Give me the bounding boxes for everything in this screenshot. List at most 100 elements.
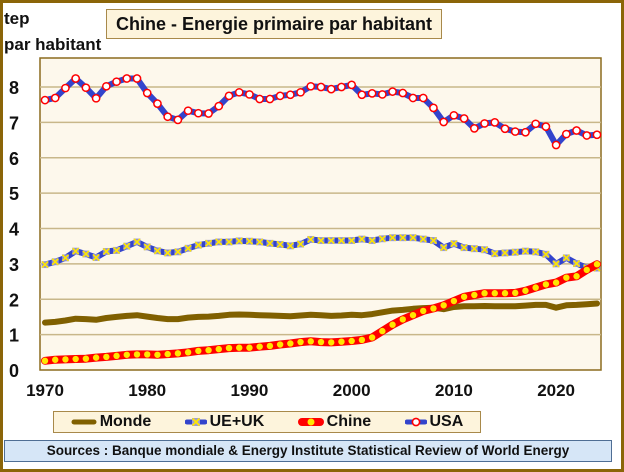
data-point-usa-2024 [592, 130, 602, 140]
data-point-usa-1985 [193, 108, 203, 118]
marker-x [470, 245, 478, 253]
data-point-ue-uk-1998 [327, 236, 335, 245]
data-point-ue-uk-1970 [41, 261, 49, 269]
data-point-chine-1992 [266, 342, 274, 350]
data-point-usa-1996 [306, 81, 316, 91]
data-point-usa-2021 [561, 129, 571, 139]
data-point-ue-uk-2009 [440, 244, 448, 252]
data-point-usa-1987 [214, 101, 224, 111]
data-point-ue-uk-1995 [296, 240, 305, 248]
data-point-chine-1982 [164, 350, 171, 358]
data-point-usa-1981 [153, 99, 162, 108]
marker-x [164, 249, 172, 257]
y-tick-label: 5 [9, 184, 19, 204]
data-point-usa-2016 [510, 127, 520, 136]
data-point-ue-uk-1976 [102, 247, 110, 256]
data-point-usa-1989 [234, 87, 244, 97]
data-point-ue-uk-1987 [215, 238, 223, 246]
data-point-chine-1991 [256, 343, 263, 350]
legend-label-chine: Chine [326, 413, 372, 430]
marker-x [399, 234, 407, 242]
data-point-chine-1974 [82, 355, 90, 362]
chart-title: Chine - Energie primaire par habitant [106, 9, 442, 39]
data-point-ue-uk-1975 [92, 253, 100, 262]
data-point-chine-2022 [573, 273, 580, 280]
data-point-chine-1970 [41, 357, 49, 365]
marker-x [378, 235, 386, 243]
y-tick-label: 6 [9, 149, 19, 169]
data-point-ue-uk-2011 [460, 244, 468, 252]
data-point-usa-2020 [551, 140, 561, 150]
marker-x [552, 260, 560, 268]
legend-item-monde: Monde [71, 413, 152, 431]
data-point-usa-1991 [255, 94, 265, 104]
data-point-chine-2019 [542, 281, 550, 288]
data-point-chine-2001 [358, 336, 366, 344]
marker-x [245, 237, 254, 245]
legend-label-monde: Monde [99, 413, 152, 430]
data-point-chine-1978 [123, 351, 130, 358]
data-point-chine-2024 [593, 261, 601, 268]
data-point-usa-1992 [265, 94, 275, 104]
data-point-chine-2013 [481, 290, 488, 297]
data-point-ue-uk-1971 [51, 258, 59, 266]
data-point-chine-1993 [276, 341, 284, 348]
x-tick-label: 1980 [128, 381, 166, 400]
data-point-chine-1994 [287, 340, 294, 347]
data-point-ue-uk-2012 [470, 245, 478, 253]
data-point-ue-uk-2003 [378, 235, 386, 243]
data-point-usa-2006 [408, 93, 418, 103]
data-point-ue-uk-1986 [204, 239, 213, 247]
data-point-ue-uk-1992 [266, 239, 274, 247]
marker-x [307, 235, 315, 244]
x-tick-label: 2000 [333, 381, 371, 400]
marker-x [429, 236, 438, 245]
data-point-ue-uk-2007 [419, 235, 427, 243]
data-point-usa-1972 [61, 83, 70, 93]
marker-x [562, 254, 570, 262]
data-point-chine-2004 [389, 321, 396, 328]
marker-x [409, 234, 417, 242]
data-point-chine-1975 [92, 354, 100, 361]
data-point-usa-2023 [582, 131, 592, 140]
data-point-usa-2022 [572, 126, 581, 135]
data-point-ue-uk-1993 [276, 240, 284, 248]
data-point-ue-uk-2016 [511, 248, 519, 256]
marker-x [572, 259, 581, 268]
data-point-ue-uk-2006 [409, 234, 417, 242]
legend-swatch-monde [71, 419, 97, 425]
data-point-usa-2002 [367, 89, 377, 98]
data-point-chine-1972 [62, 356, 69, 363]
data-point-chine-1981 [154, 351, 161, 358]
data-point-usa-2000 [347, 80, 357, 90]
data-point-usa-2009 [439, 117, 449, 127]
data-point-ue-uk-1983 [174, 248, 182, 256]
data-point-chine-1973 [72, 355, 79, 363]
y-axis-label: tep par habitant [4, 6, 101, 58]
data-point-chine-1983 [174, 350, 182, 357]
legend-swatch-usa [404, 417, 427, 427]
marker-x [317, 236, 325, 245]
legend-item-usa: USA [404, 413, 463, 431]
y-tick-label: 1 [9, 326, 19, 346]
data-point-chine-1989 [236, 344, 243, 351]
data-point-chine-2021 [563, 274, 570, 281]
legend-swatch-ue-uk [184, 417, 207, 427]
data-point-chine-2017 [522, 287, 529, 294]
data-point-chine-1987 [215, 345, 222, 353]
data-point-usa-2017 [521, 127, 530, 137]
marker-x [266, 239, 274, 247]
marker-x [450, 240, 458, 248]
data-point-chine-1984 [184, 349, 192, 356]
data-point-ue-uk-1988 [225, 238, 233, 246]
y-tick-label: 3 [9, 255, 19, 275]
y-axis-label-line-1: tep [4, 9, 30, 28]
data-point-ue-uk-2004 [388, 234, 397, 242]
marker-x [204, 239, 213, 247]
data-point-ue-uk-1972 [61, 254, 70, 262]
data-point-chine-2000 [348, 337, 355, 345]
data-point-ue-uk-2019 [542, 250, 550, 258]
data-point-ue-uk-1973 [72, 247, 80, 255]
data-point-usa-2015 [500, 124, 510, 134]
data-point-usa-1999 [337, 82, 346, 92]
